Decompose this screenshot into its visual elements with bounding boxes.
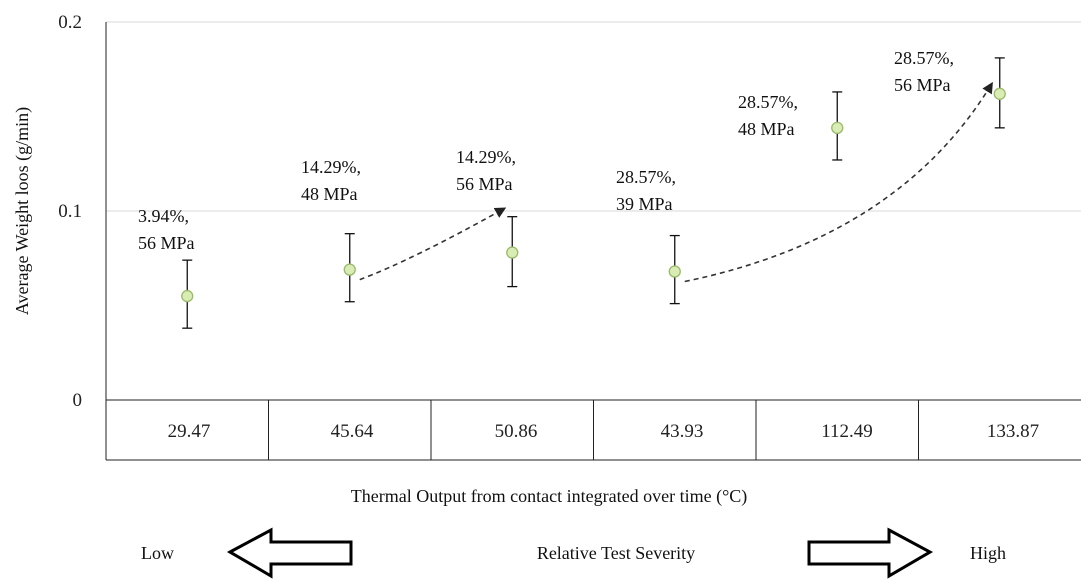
x-tick-label-2: 50.86 — [495, 421, 538, 442]
right-arrow-icon — [807, 527, 934, 579]
annotation-5-line-2: 56 MPa — [894, 75, 951, 95]
annotation-5: 28.57%, 56 MPa — [894, 48, 954, 95]
y-tick-label-2: 0.2 — [58, 12, 82, 33]
y-axis-label: Average Weight loos (g/min) — [12, 107, 33, 315]
trend-arrow — [359, 207, 507, 281]
point-annotations: 3.94%, 56 MPa 14.29%, 48 MPa 14.29%, 56 MPa… — [138, 48, 954, 253]
severity-label: Relative Test Severity — [537, 543, 695, 563]
y-tick-label-1: 0.1 — [58, 201, 82, 222]
annotation-4-line-2: 48 MPa — [738, 119, 795, 139]
data-point — [668, 265, 681, 278]
data-point — [993, 87, 1006, 100]
y-tick-labels: 0 0.1 0.2 — [58, 12, 82, 411]
annotation-3-line-1: 28.57%, — [616, 167, 676, 187]
x-category-table — [105, 400, 1081, 461]
data-point — [343, 263, 356, 276]
data-point — [181, 289, 194, 303]
x-axis-label: Thermal Output from contact integrated o… — [351, 486, 748, 507]
annotation-3-line-2: 39 MPa — [616, 194, 673, 214]
x-tick-label-1: 45.64 — [331, 421, 374, 442]
annotation-4: 28.57%, 48 MPa — [738, 92, 798, 139]
trend-arrow — [684, 81, 993, 283]
y-tick-label-0: 0 — [73, 390, 83, 411]
data-point — [831, 121, 844, 134]
annotation-3: 28.57%, 39 MPa — [616, 167, 676, 214]
left-arrow-icon — [226, 527, 353, 579]
x-tick-labels: 29.47 45.64 50.86 43.93 112.49 133.87 — [168, 421, 1040, 442]
annotation-5-line-1: 28.57%, — [894, 48, 954, 68]
annotation-0-line-2: 56 MPa — [138, 233, 195, 253]
x-tick-label-0: 29.47 — [168, 421, 211, 442]
annotation-1-line-2: 48 MPa — [301, 184, 358, 204]
x-tick-label-3: 43.93 — [661, 421, 704, 442]
annotation-2-line-1: 14.29%, — [456, 147, 516, 167]
annotation-4-line-1: 28.57%, — [738, 92, 798, 112]
severity-row: Low Relative Test Severity High — [141, 527, 1006, 579]
annotation-0: 3.94%, 56 MPa — [138, 206, 195, 253]
severity-low-label: Low — [141, 543, 174, 563]
severity-high-label: High — [970, 543, 1006, 563]
data-series — [181, 57, 1006, 329]
annotation-2: 14.29%, 56 MPa — [456, 147, 516, 194]
annotation-1-line-1: 14.29%, — [301, 157, 361, 177]
annotation-0-line-1: 3.94%, — [138, 206, 189, 226]
x-tick-label-4: 112.49 — [821, 421, 873, 442]
x-tick-label-5: 133.87 — [987, 421, 1039, 442]
data-point — [506, 246, 519, 259]
annotation-2-line-2: 56 MPa — [456, 174, 513, 194]
annotation-1: 14.29%, 48 MPa — [301, 157, 361, 204]
